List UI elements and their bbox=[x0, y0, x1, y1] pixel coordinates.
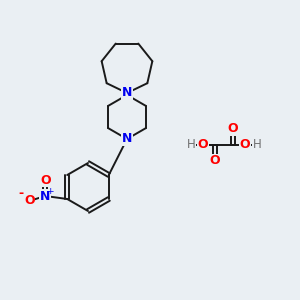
Text: O: O bbox=[198, 139, 208, 152]
Text: O: O bbox=[24, 194, 34, 208]
Text: N: N bbox=[122, 133, 132, 146]
Text: O: O bbox=[240, 139, 250, 152]
Text: O: O bbox=[210, 154, 220, 167]
Text: -: - bbox=[19, 188, 24, 200]
Text: H: H bbox=[187, 139, 195, 152]
Text: O: O bbox=[228, 122, 238, 136]
Text: H: H bbox=[253, 139, 261, 152]
Text: N: N bbox=[122, 86, 132, 100]
Text: N: N bbox=[40, 190, 50, 202]
Text: O: O bbox=[40, 173, 50, 187]
Text: +: + bbox=[46, 187, 53, 196]
